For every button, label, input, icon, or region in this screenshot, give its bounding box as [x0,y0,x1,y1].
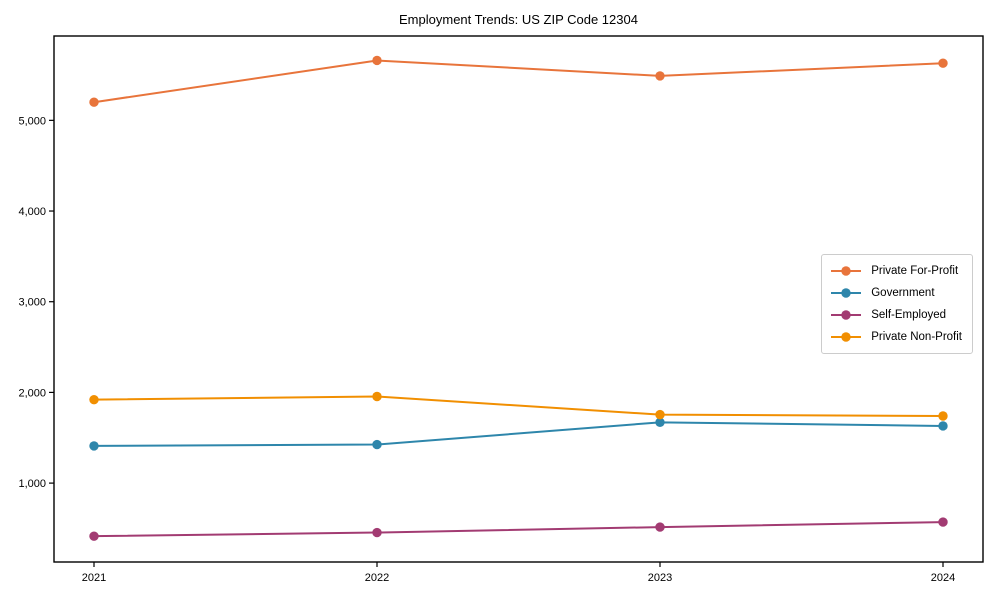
x-tick-label: 2022 [365,572,389,584]
legend-item: Private For-Profit [830,260,962,282]
legend-item-label: Private Non-Profit [871,331,962,343]
x-tick-label: 2023 [648,572,672,584]
data-point-marker [938,58,948,68]
series-line [93,421,944,447]
legend-dot [841,332,851,342]
series-line [93,59,944,104]
y-tick-label: 5,000 [18,115,46,127]
legend-marker-icon [831,288,862,298]
data-point-marker [938,411,948,421]
data-point-marker [89,531,99,541]
series-line [93,395,944,417]
data-point-marker [89,394,99,405]
legend-dot [841,266,851,276]
chart-legend: Private For-Profit Government Self-Employe… [821,254,973,354]
series-line [93,521,944,538]
legend-item-label: Private For-Profit [871,265,959,277]
legend-marker-icon [831,266,862,276]
series-self-employed [89,517,948,541]
series-private-non-profit [89,391,948,421]
x-tick-label: 2024 [931,572,955,584]
legend-dot [841,288,851,298]
data-point-marker [372,439,382,450]
y-tick-label: 2,000 [18,387,46,399]
data-point-marker [89,441,99,451]
plot-frame [53,35,984,563]
data-point-marker [938,517,948,527]
y-tick-label: 1,000 [18,478,46,490]
data-point-marker [372,391,382,402]
data-point-marker [655,71,665,81]
legend-item: Self-Employed [830,304,962,326]
y-tick-label: 3,000 [18,297,46,309]
data-point-marker [372,55,382,66]
legend-marker-icon [831,332,862,342]
data-point-marker [655,417,665,428]
series-private-for-profit [89,55,948,107]
data-point-marker [372,527,382,538]
data-point-marker [89,97,99,107]
legend-dot [841,310,851,320]
legend-item: Private Non-Profit [830,326,962,348]
data-point-marker [655,409,665,420]
x-tick-label: 2021 [82,572,106,584]
chart-title: Employment Trends: US ZIP Code 12304 [399,12,638,27]
series-government [89,417,948,451]
legend-item-label: Government [871,287,935,299]
y-tick-label: 4,000 [18,206,46,218]
data-point-marker [938,421,948,431]
legend-item-label: Self-Employed [871,309,947,321]
legend-item: Government [830,282,962,304]
legend-marker-icon [831,310,862,320]
data-point-marker [655,522,665,532]
